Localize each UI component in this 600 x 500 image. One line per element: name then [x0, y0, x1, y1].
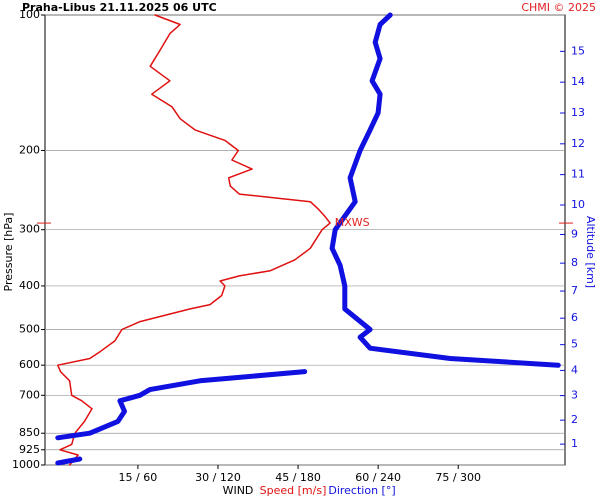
x-tick-label: 75 / 300 [435, 471, 481, 484]
direction-label: Direction [°] [328, 484, 395, 497]
x-tick-label: 45 / 180 [275, 471, 321, 484]
altitude-tick-label: 4 [571, 363, 578, 376]
credit: CHMI © 2025 [521, 1, 596, 14]
speed-line [57, 14, 331, 466]
y-tick-label: 400 [19, 279, 40, 292]
x-axis-label: WIND [223, 484, 254, 497]
annotation: MXWS [335, 216, 370, 229]
altitude-tick-label: 6 [571, 311, 578, 324]
x-tick-label: 15 / 60 [119, 471, 158, 484]
y-tick-label: 200 [19, 143, 40, 156]
altitude-tick-label: 12 [571, 137, 585, 150]
y-tick-label: 600 [19, 358, 40, 371]
y2-axis-label: Altitude [km] [584, 216, 597, 288]
altitude-tick-label: 5 [571, 338, 578, 351]
altitude-tick-label: 11 [571, 168, 585, 181]
altitude-tick-label: 8 [571, 256, 578, 269]
chart-title: Praha-Libus 21.11.2025 06 UTC [22, 1, 217, 14]
altitude-tick-label: 3 [571, 389, 578, 402]
altitude-tick-label: 7 [571, 284, 578, 297]
y-tick-label: 100 [19, 8, 40, 21]
y-axis-label: Pressure [hPa] [2, 213, 15, 292]
altitude-tick-label: 14 [571, 75, 585, 88]
y-tick-label: 850 [19, 426, 40, 439]
y-tick-label: 925 [19, 443, 40, 456]
altitude-tick-label: 13 [571, 106, 585, 119]
y-tick-label: 300 [19, 223, 40, 236]
speed-label: Speed [m/s] [260, 484, 327, 497]
altitude-tick-label: 9 [571, 227, 578, 240]
altitude-tick-label: 10 [571, 198, 585, 211]
x-tick-label: 30 / 120 [195, 471, 241, 484]
altitude-tick-label: 2 [571, 413, 578, 426]
y-tick-label: 500 [19, 323, 40, 336]
y-tick-label: 700 [19, 388, 40, 401]
x-tick-label: 60 / 240 [355, 471, 401, 484]
direction-line [55, 12, 561, 466]
altitude-tick-label: 15 [571, 44, 585, 57]
altitude-tick-label: 1 [571, 437, 578, 450]
y-tick-label: 1000 [12, 458, 40, 471]
